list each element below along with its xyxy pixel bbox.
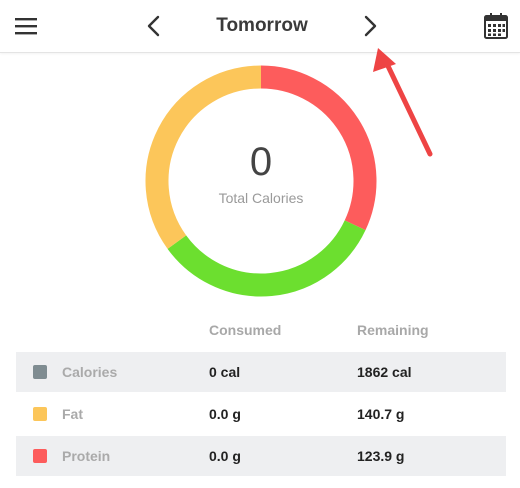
page-title: Tomorrow [216, 15, 308, 36]
calendar-button[interactable] [476, 0, 516, 52]
table-row-protein: Protein 0.0 g 123.9 g [16, 436, 506, 476]
annotation-arrow-shaft [385, 63, 433, 157]
chevron-left-icon [147, 15, 160, 37]
color-swatch-protein [33, 449, 47, 463]
donut-segment-carbs [167, 220, 366, 297]
remaining-value: 140.7 g [357, 406, 405, 422]
row-label: Protein [62, 448, 111, 464]
remaining-value: 1862 cal [357, 364, 412, 380]
row-label: Fat [62, 406, 83, 422]
table-row-fat: Fat 0.0 g 140.7 g [16, 394, 506, 434]
menu-button[interactable] [6, 0, 46, 52]
previous-day-button[interactable] [136, 0, 172, 52]
column-header-remaining: Remaining [357, 322, 429, 338]
row-label: Calories [62, 364, 118, 380]
macro-donut-chart [145, 65, 377, 297]
color-swatch-calories [33, 365, 47, 379]
color-swatch-fat [33, 407, 47, 421]
donut-segment-protein [260, 65, 377, 231]
total-calories-value: 0 [249, 140, 273, 184]
table-row-calories: Calories 0 cal 1862 cal [16, 352, 506, 392]
consumed-value: 0.0 g [209, 448, 241, 464]
chevron-right-icon [364, 15, 377, 37]
consumed-value: 0.0 g [209, 406, 241, 422]
remaining-value: 123.9 g [357, 448, 405, 464]
total-calories-label: Total Calories [218, 190, 304, 206]
calendar-icon [484, 13, 508, 39]
donut-segment-fat [145, 65, 262, 249]
consumed-value: 0 cal [209, 364, 241, 380]
next-day-button[interactable] [352, 0, 388, 52]
column-header-consumed: Consumed [209, 322, 282, 338]
top-app-bar: Tomorrow [0, 0, 520, 53]
hamburger-menu-icon [15, 18, 37, 35]
